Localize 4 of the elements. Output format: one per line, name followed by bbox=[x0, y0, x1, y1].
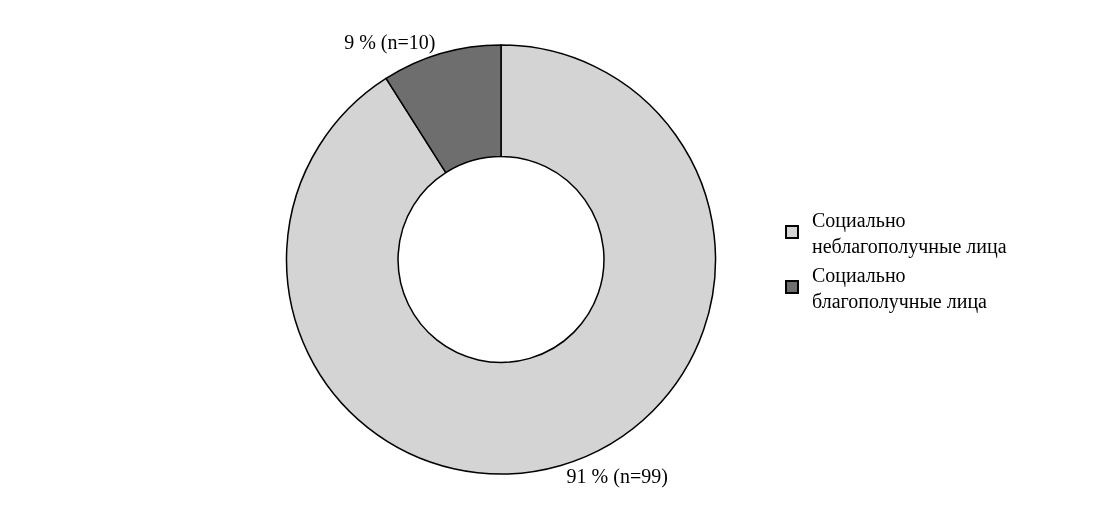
legend-label: Социально благополучные лица bbox=[812, 263, 988, 313]
legend-label: Социально неблагополучные лица bbox=[812, 208, 1007, 258]
data-label: 9 % (n=10) bbox=[344, 31, 436, 55]
data-label: 91 % (n=99) bbox=[566, 464, 668, 488]
